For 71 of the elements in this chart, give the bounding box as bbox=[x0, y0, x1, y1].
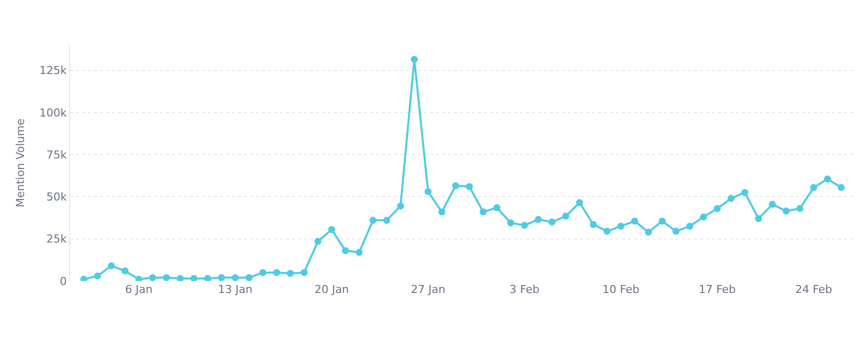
x-tick-label: 20 Jan bbox=[314, 283, 349, 296]
point bbox=[300, 269, 308, 276]
point bbox=[782, 208, 790, 215]
point bbox=[424, 188, 432, 196]
x-tick-label: 10 Feb bbox=[602, 283, 640, 296]
x-tick-label: 6 Jan bbox=[125, 283, 153, 296]
point bbox=[314, 238, 322, 245]
point bbox=[383, 216, 390, 224]
point bbox=[246, 274, 253, 281]
y-tick-label: 100k bbox=[39, 106, 68, 120]
point bbox=[644, 228, 652, 236]
point bbox=[768, 200, 776, 208]
point bbox=[493, 204, 500, 212]
point bbox=[190, 274, 198, 281]
point bbox=[342, 247, 349, 254]
y-tick-label: 25k bbox=[46, 232, 68, 246]
point bbox=[534, 216, 542, 223]
point bbox=[466, 183, 473, 190]
point bbox=[259, 269, 266, 276]
y-tick-label: 75k bbox=[46, 148, 68, 162]
point bbox=[218, 274, 225, 281]
point bbox=[356, 248, 363, 256]
point bbox=[810, 184, 818, 191]
point bbox=[686, 222, 694, 230]
point bbox=[204, 274, 212, 281]
point bbox=[755, 215, 762, 222]
point bbox=[452, 182, 460, 190]
point bbox=[631, 218, 638, 225]
point bbox=[108, 262, 115, 270]
y-tick-label: 50k bbox=[46, 190, 68, 204]
x-tick-label: 17 Feb bbox=[698, 283, 736, 296]
point bbox=[149, 274, 156, 281]
point bbox=[728, 194, 735, 202]
point bbox=[741, 189, 748, 196]
point bbox=[548, 218, 556, 226]
point bbox=[796, 205, 804, 212]
point bbox=[122, 267, 129, 274]
point bbox=[714, 205, 721, 212]
point bbox=[480, 208, 487, 216]
point bbox=[410, 56, 418, 63]
point bbox=[700, 213, 708, 220]
x-tick-label: 24 Feb bbox=[795, 283, 832, 296]
point bbox=[80, 276, 88, 281]
point bbox=[176, 274, 184, 281]
x-tick-label: 3 Feb bbox=[509, 283, 540, 296]
point bbox=[94, 272, 102, 280]
point bbox=[135, 276, 142, 281]
point bbox=[438, 208, 446, 216]
point bbox=[824, 176, 831, 183]
point bbox=[507, 219, 514, 226]
y-tick-label: 0 bbox=[60, 274, 67, 288]
point bbox=[658, 218, 666, 225]
point bbox=[562, 212, 570, 220]
point bbox=[590, 221, 597, 228]
point bbox=[328, 226, 336, 234]
point bbox=[397, 202, 404, 210]
point bbox=[604, 228, 611, 235]
point bbox=[520, 222, 528, 229]
x-tick-label: 27 Jan bbox=[410, 283, 446, 296]
point bbox=[576, 199, 584, 206]
point bbox=[369, 216, 376, 224]
point bbox=[838, 184, 845, 191]
x-tick-label: 13 Jan bbox=[218, 283, 253, 296]
y-axis-title: Mention Volume bbox=[14, 118, 28, 208]
point bbox=[162, 274, 170, 281]
point bbox=[672, 228, 680, 235]
point bbox=[286, 270, 294, 277]
point bbox=[232, 274, 239, 281]
point bbox=[617, 222, 624, 230]
y-tick-label: 125k bbox=[39, 64, 68, 78]
point bbox=[273, 269, 280, 276]
